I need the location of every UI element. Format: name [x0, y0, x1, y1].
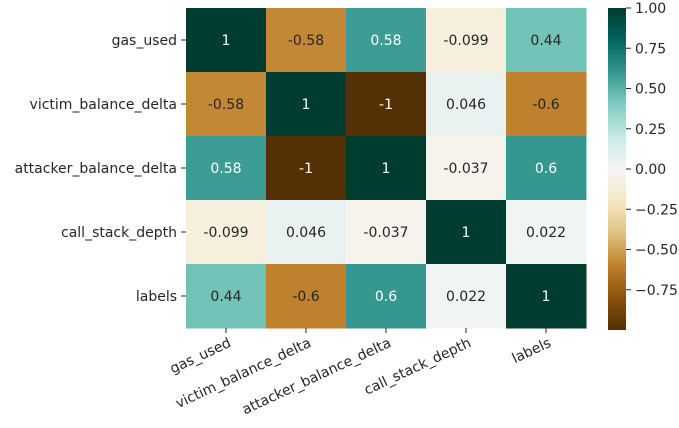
cell-value-label: -0.6 — [532, 97, 559, 113]
cell-value-label: 0.44 — [210, 289, 241, 305]
cell-value-label: 0.58 — [210, 161, 241, 177]
colorbar: 1.00 0.75 0.50 0.25 0.00 −0.25 −0.50 −0.75 — [608, 1, 678, 330]
cell-value-label: 0.046 — [446, 97, 486, 113]
cell-value-label: 0.6 — [375, 289, 397, 305]
y-tick-label: gas_used — [112, 33, 177, 49]
y-tick-label: attacker_balance_delta — [15, 161, 177, 177]
x-tick-label: labels — [510, 335, 554, 367]
cell-value-label: -0.6 — [292, 289, 319, 305]
y-tick-label: victim_balance_delta — [30, 97, 177, 113]
cell-value-label: -0.099 — [203, 225, 248, 241]
cell-value-label: 0.58 — [370, 33, 401, 49]
cell-value-label: -0.58 — [208, 97, 244, 113]
colorbar-gradient — [608, 8, 626, 330]
cell-value-label: 0.44 — [530, 33, 561, 49]
cell-value-label: 1 — [222, 33, 231, 49]
cell-value-label: 1 — [302, 97, 311, 113]
colorbar-tick-label: 0.25 — [635, 122, 666, 138]
y-axis: gas_used victim_balance_delta attacker_bal… — [15, 33, 186, 305]
cell-value-label: 0.6 — [535, 161, 557, 177]
colorbar-tick-label: 0.50 — [635, 82, 666, 98]
x-tick-label: attacker_balance_delta — [240, 335, 394, 418]
cell-value-label: -0.037 — [363, 225, 408, 241]
colorbar-tick-label: 0.75 — [635, 41, 666, 57]
x-tick-label: gas_used — [168, 335, 234, 377]
y-tick-label: call_stack_depth — [61, 225, 177, 241]
colorbar-tick-label: −0.25 — [635, 202, 678, 218]
cell-value-label: -1 — [299, 161, 313, 177]
colorbar-tick-label: 0.00 — [635, 162, 666, 178]
x-axis: gas_usedvictim_balance_deltaattacker_bal… — [168, 328, 554, 418]
cell-value-label: 1 — [462, 225, 471, 241]
y-tick-label: labels — [136, 289, 177, 305]
cell-value-label: -0.58 — [288, 33, 324, 49]
colorbar-tick-label: 1.00 — [635, 1, 666, 17]
colorbar-tick-label: −0.50 — [635, 243, 678, 259]
heatmap-grid: 1 -0.58 0.58 -0.099 0.44 -0.58 1 -1 0.046 -0.6 0.5… — [186, 8, 587, 329]
cell-value-label: -1 — [379, 97, 393, 113]
x-tick-label: victim_balance_delta — [173, 335, 313, 412]
cell-value-label: -0.099 — [443, 33, 488, 49]
cell-value-label: 0.046 — [286, 225, 326, 241]
cell-value-label: 0.022 — [446, 289, 486, 305]
colorbar-tick-label: −0.75 — [635, 283, 678, 299]
cell-value-label: 1 — [542, 289, 551, 305]
cell-value-label: -0.037 — [443, 161, 488, 177]
cell-value-label: 0.022 — [526, 225, 566, 241]
cell-value-label: 1 — [382, 161, 391, 177]
